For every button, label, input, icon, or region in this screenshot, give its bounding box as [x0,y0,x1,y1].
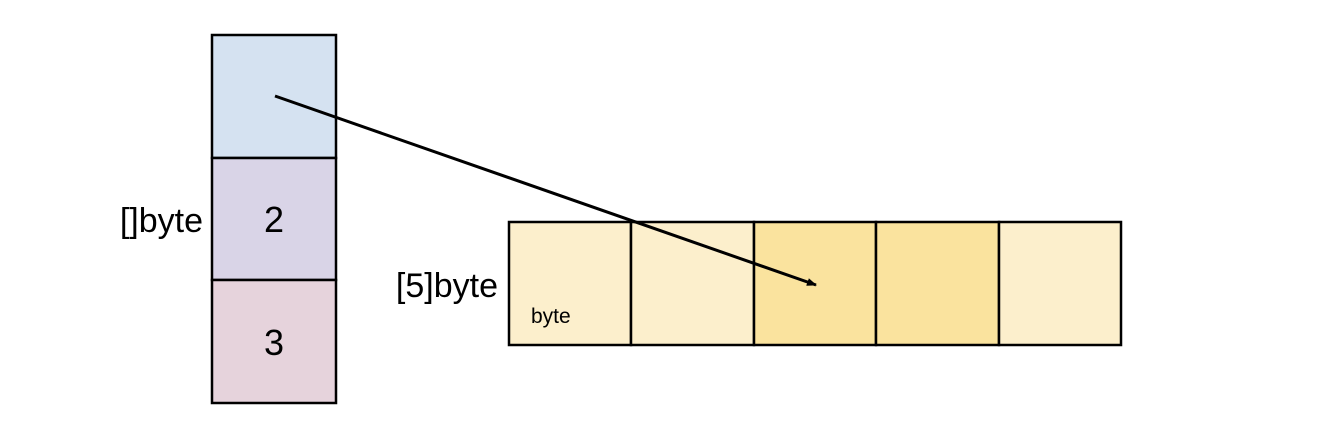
array-cells [507,220,1123,347]
array-cell-1 [507,220,633,347]
slice-length-value: 2 [264,199,284,240]
pointer-arrow [274,94,817,287]
array-type-label: [5]byte [396,267,498,305]
array-cell-4 [874,220,1001,347]
slice-capacity-value: 3 [264,322,284,363]
slice-capacity-cell [210,278,338,405]
slice-type-label: []byte [120,202,203,240]
slice-length-cell [210,156,338,282]
slice-header: 2 3 [210,33,338,405]
array-cell-5 [997,220,1123,347]
array-element-label: byte [531,305,571,328]
slice-pointer-cell [210,33,338,160]
